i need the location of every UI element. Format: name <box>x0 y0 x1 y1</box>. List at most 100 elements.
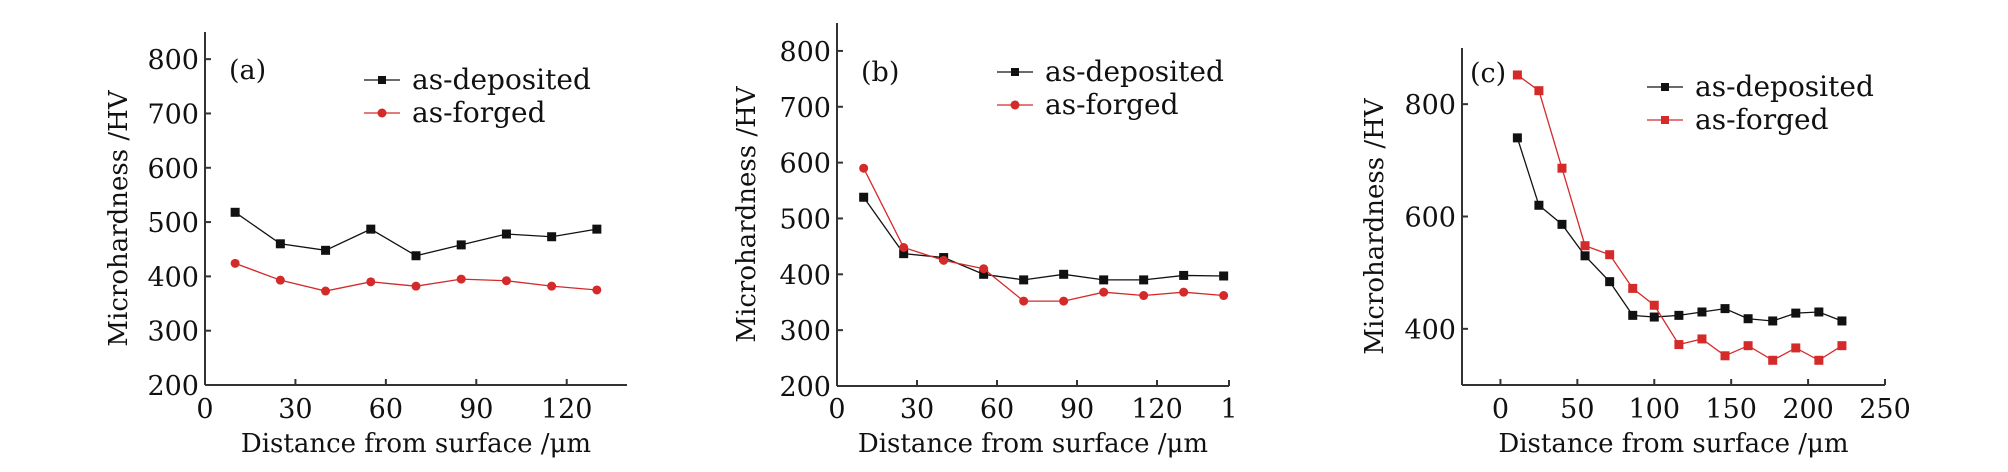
data-point <box>1512 133 1522 143</box>
data-point <box>1605 277 1615 287</box>
data-point <box>1649 312 1659 322</box>
data-point <box>1139 291 1149 301</box>
x-tick-label: 250 <box>1859 394 1911 425</box>
data-point <box>1628 283 1638 293</box>
data-point <box>456 240 466 250</box>
y-tick-label: 400 <box>147 262 199 293</box>
data-point <box>979 269 989 279</box>
data-point <box>275 275 285 285</box>
y-tick-label: 700 <box>779 93 831 124</box>
y-axis-label: Microhardness /HV <box>1360 97 1390 354</box>
data-point <box>1674 340 1684 350</box>
data-point <box>366 224 376 234</box>
data-point <box>1580 251 1590 261</box>
data-point <box>899 243 909 253</box>
legend-entry: as-deposited <box>1647 70 1874 103</box>
y-tick-label: 700 <box>147 99 199 130</box>
x-tick-label: 50 <box>1560 394 1594 425</box>
legend-entry: as-forged <box>1647 103 1829 136</box>
data-point <box>1534 200 1544 210</box>
data-point <box>1743 314 1753 324</box>
legend-label: as-forged <box>1695 103 1829 136</box>
panel-a: 0 30 60 90 120 200 300 400 500 600 700 800 Distance … <box>104 32 627 459</box>
data-point <box>1019 296 1029 306</box>
legend-entry: as-deposited <box>997 55 1224 88</box>
data-point <box>1019 275 1029 285</box>
x-tick-label: 0 <box>828 394 845 425</box>
data-point <box>501 229 511 239</box>
legend-label: as-deposited <box>1695 70 1874 103</box>
data-point <box>547 281 557 291</box>
data-point <box>859 192 869 202</box>
data-point <box>1605 250 1615 260</box>
data-point <box>1139 275 1149 285</box>
legend-marker <box>377 108 387 118</box>
data-point <box>979 264 989 274</box>
y-tick-label: 400 <box>1404 315 1456 346</box>
x-tick-label: 30 <box>278 394 312 425</box>
y-tick-label: 400 <box>779 260 831 291</box>
x-tick-label: 0 <box>1492 394 1509 425</box>
data-point <box>1219 291 1229 301</box>
data-point <box>1768 316 1778 326</box>
panel-label: (a) <box>229 55 266 86</box>
legend-entry: as-forged <box>997 88 1179 121</box>
data-point <box>321 286 331 296</box>
data-point <box>1059 296 1069 306</box>
data-point <box>230 258 240 268</box>
y-tick-label: 800 <box>1404 90 1456 121</box>
data-point <box>321 245 331 255</box>
data-point <box>899 249 909 259</box>
data-point <box>1814 307 1824 317</box>
x-tick-label: 60 <box>369 394 403 425</box>
data-point <box>1059 269 1069 279</box>
data-point <box>1720 351 1730 361</box>
data-point <box>1837 341 1847 351</box>
data-point <box>1720 304 1730 314</box>
x-axis-label: Distance from surface /μm <box>241 429 591 459</box>
panel-label: (b) <box>861 57 899 88</box>
data-point <box>1697 334 1707 344</box>
x-axis-label: Distance from surface /μm <box>1498 429 1848 459</box>
panel-c: 0 50 100 150 200 250 400 600 800 Distance from su… <box>1360 48 1911 459</box>
x-tick-label: 100 <box>1628 394 1680 425</box>
y-tick-label: 200 <box>147 371 199 402</box>
data-point <box>592 285 602 295</box>
y-tick-label: 500 <box>779 204 831 235</box>
panel-label: (c) <box>1470 58 1506 89</box>
legend-marker <box>1010 100 1020 110</box>
data-point <box>501 276 511 286</box>
x-tick-label: 120 <box>1131 394 1183 425</box>
x-tick-label: 60 <box>980 394 1014 425</box>
x-tick-label: 90 <box>459 394 493 425</box>
x-tick-label: 150 <box>1705 394 1757 425</box>
series-as-deposited <box>1512 133 1847 326</box>
data-point <box>547 232 557 242</box>
data-point <box>1557 163 1567 173</box>
panel-b: 0 30 60 90 120 1 200 300 400 500 600 700 800 Distance… <box>732 23 1238 459</box>
data-point <box>1179 287 1189 297</box>
x-tick-label: 30 <box>900 394 934 425</box>
legend-marker <box>378 76 386 84</box>
legend-label: as-forged <box>412 96 546 129</box>
y-tick-label: 500 <box>147 208 199 239</box>
data-point <box>230 207 240 217</box>
data-point <box>1768 355 1778 365</box>
x-axis-label: Distance from surface /μm <box>858 429 1208 459</box>
x-tick-label: 200 <box>1782 394 1834 425</box>
data-point <box>366 277 376 287</box>
x-tick-label: 0 <box>196 394 213 425</box>
legend-marker <box>1661 116 1669 124</box>
data-point <box>1791 308 1801 318</box>
data-point <box>1743 341 1753 351</box>
data-point <box>1099 287 1109 297</box>
y-tick-label: 600 <box>779 149 831 180</box>
x-tick-label: 120 <box>541 394 593 425</box>
data-point <box>1512 70 1522 80</box>
y-tick-label: 600 <box>1404 203 1456 234</box>
y-tick-label: 800 <box>779 37 831 68</box>
legend-entry: as-forged <box>364 96 546 129</box>
data-point <box>1219 271 1229 281</box>
data-point <box>1557 219 1567 229</box>
